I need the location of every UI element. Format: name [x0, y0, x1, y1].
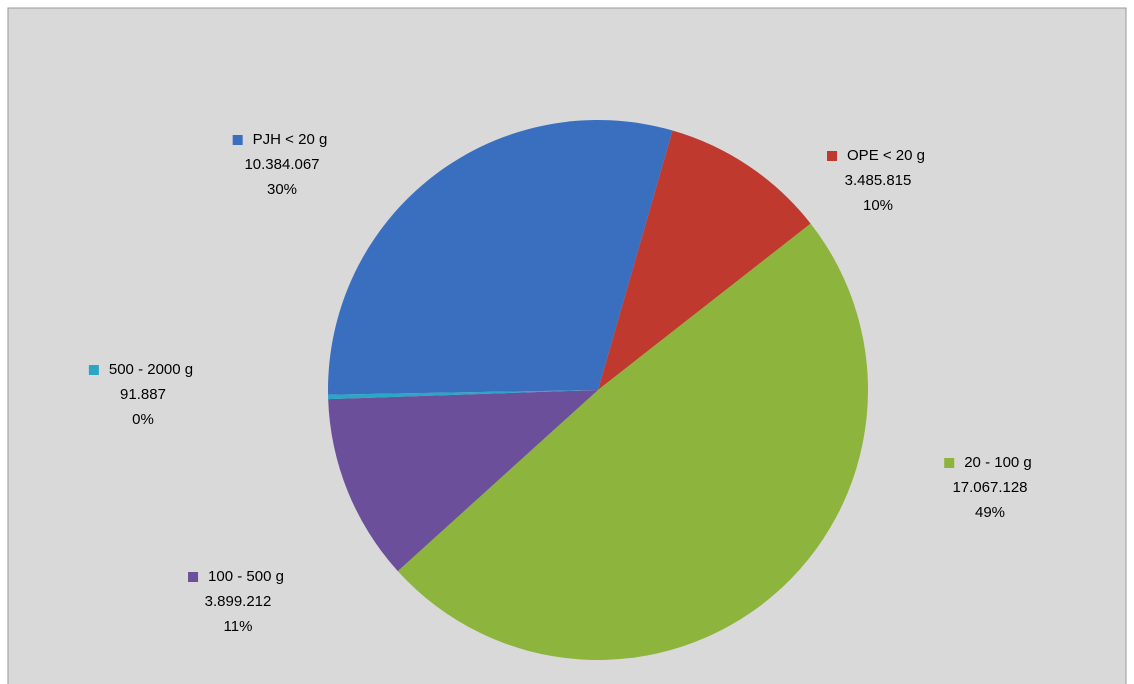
slice-label-name: OPE < 20 g [847, 147, 925, 164]
slice-label-name: PJH < 20 g [253, 131, 328, 148]
slice-label-value: 3.899.212 [205, 593, 272, 610]
legend-swatch [188, 572, 199, 582]
pie-slice [328, 119, 673, 395]
slice-label-percent: 11% [224, 618, 253, 635]
slice-label-percent: 30% [267, 181, 297, 198]
slice-label-value: 10.384.067 [244, 156, 319, 173]
legend-swatch [88, 365, 99, 375]
legend-swatch [944, 458, 955, 468]
legend-swatch [232, 135, 243, 145]
slice-label-percent: 10% [863, 197, 893, 214]
slice-label-value: 91.887 [120, 386, 166, 403]
pie-slice [328, 390, 598, 400]
pie-slice [397, 223, 869, 661]
legend-swatch [827, 151, 838, 161]
pie-slice [328, 390, 598, 572]
slice-label-name: 100 - 500 g [208, 568, 284, 585]
slice-label-name: 20 - 100 g [964, 454, 1032, 471]
slice-label-percent: 49% [975, 504, 1005, 521]
pie-slice [598, 130, 811, 390]
slice-label-value: 3.485.815 [845, 172, 912, 189]
slice-label-value: 17.067.128 [952, 479, 1027, 496]
slice-label-percent: 0% [132, 411, 154, 428]
slice-label-name: 500 - 2000 g [109, 361, 193, 378]
